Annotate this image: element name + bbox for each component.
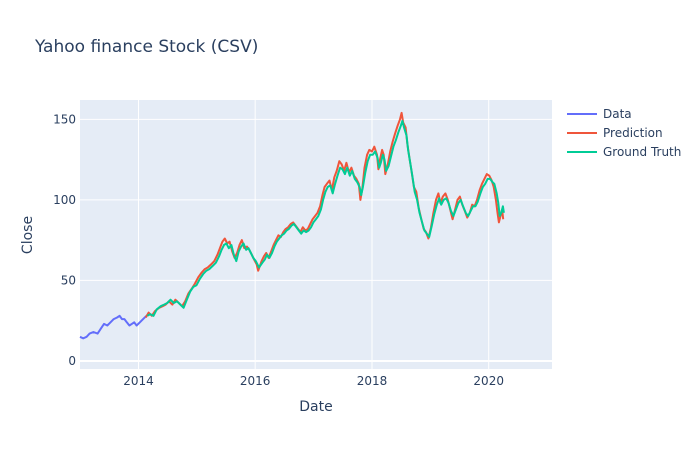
- series-line-data: [79, 314, 148, 340]
- series-layer: [79, 111, 505, 340]
- axis-layer: 2014 2016 2018 2020 0 50 100 150: [53, 112, 504, 388]
- plot-area: [80, 100, 552, 369]
- y-tick-label-1: 50: [61, 273, 76, 287]
- x-tick-label-2: 2018: [357, 374, 388, 388]
- x-axis-label: Date: [299, 399, 332, 415]
- series-line-ground-truth: [146, 119, 505, 317]
- x-tick-label-0: 2014: [123, 374, 154, 388]
- legend-label-data: Data: [603, 107, 632, 121]
- legend-item-ground-truth[interactable]: Ground Truth: [567, 145, 681, 159]
- y-axis-label: Close: [20, 216, 36, 254]
- y-tick-label-2: 100: [53, 193, 76, 207]
- legend-label-prediction: Prediction: [603, 126, 663, 140]
- grid-layer: [80, 100, 552, 369]
- legend-label-ground-truth: Ground Truth: [603, 145, 681, 159]
- legend-item-data[interactable]: Data: [567, 107, 632, 121]
- x-tick-label-3: 2020: [473, 374, 504, 388]
- y-tick-label-3: 150: [53, 112, 76, 126]
- y-tick-label-0: 0: [68, 354, 76, 368]
- legend-item-prediction[interactable]: Prediction: [567, 126, 663, 140]
- chart-title: Yahoo finance Stock (CSV): [34, 37, 258, 57]
- x-tick-label-1: 2016: [240, 374, 271, 388]
- legend: Data Prediction Ground Truth: [567, 107, 681, 159]
